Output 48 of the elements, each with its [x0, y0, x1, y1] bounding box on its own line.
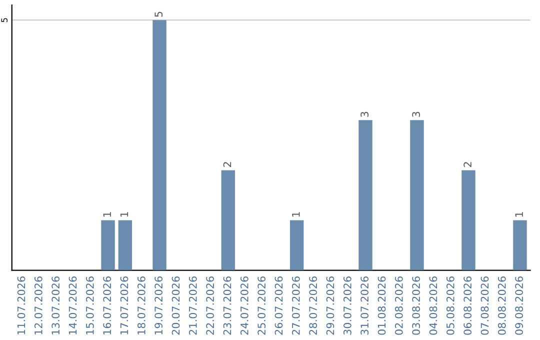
bar: [462, 170, 476, 270]
bar: [152, 20, 166, 270]
x-tick-label: 08.08.2026: [498, 276, 506, 335]
data-label: 3: [412, 112, 420, 117]
bar: [358, 120, 372, 270]
x-tick-label: 16.07.2026: [103, 276, 112, 334]
data-label: 1: [292, 212, 300, 217]
x-tick-label: 27.07.2026: [292, 276, 300, 335]
x-tick-label: 15.07.2026: [86, 276, 94, 334]
x-tick-label: 18.07.2026: [137, 276, 146, 334]
x-tick-label: 20.07.2026: [172, 276, 180, 335]
x-tick-label: 13.07.2026: [52, 276, 60, 334]
x-tick-label: 22.07.2026: [206, 276, 214, 335]
bar: [221, 170, 236, 270]
x-tick-label: 17.07.2026: [120, 276, 128, 334]
x-tick-label: 21.07.2026: [188, 276, 197, 335]
bar: [118, 220, 132, 270]
data-label: 2: [223, 162, 232, 167]
x-tick-label: 02.08.2026: [394, 276, 403, 335]
x-tick-label: 09.08.2026: [515, 276, 524, 335]
bar: [290, 220, 304, 270]
bar: [101, 220, 115, 270]
x-tick-label: 31.07.2026: [360, 276, 369, 335]
x-tick-label: 30.07.2026: [343, 276, 352, 335]
data-label: 1: [120, 212, 128, 217]
x-tick-label: 14.07.2026: [68, 276, 77, 334]
x-tick-label: 04.08.2026: [429, 276, 438, 335]
data-label: 2: [464, 162, 472, 167]
x-tick-label: 23.07.2026: [223, 276, 232, 335]
x-tick-label: 07.08.2026: [480, 276, 489, 335]
data-label: 5: [154, 12, 163, 17]
data-label: 1: [103, 212, 111, 217]
x-tick-label: 28.07.2026: [309, 276, 318, 335]
x-tick-label: 26.07.2026: [274, 276, 283, 335]
x-tick-label: 12.07.2026: [34, 276, 42, 334]
x-tick-label: 11.07.2026: [17, 276, 26, 334]
data-label: 1: [515, 212, 523, 217]
bar: [513, 220, 527, 270]
x-tick-label: 05.08.2026: [446, 276, 454, 335]
data-label: 3: [360, 112, 369, 117]
x-tick-label: 01.08.2026: [378, 276, 386, 335]
x-tick-label: 29.07.2026: [326, 276, 334, 335]
x-tick-label: 19.07.2026: [154, 276, 163, 334]
x-tick-label: 25.07.2026: [258, 276, 266, 335]
bar: [410, 120, 424, 270]
x-tick-label: 24.07.2026: [240, 276, 248, 335]
x-tick-label: 06.08.2026: [464, 276, 472, 335]
x-tick-label: 03.08.2026: [412, 276, 420, 335]
